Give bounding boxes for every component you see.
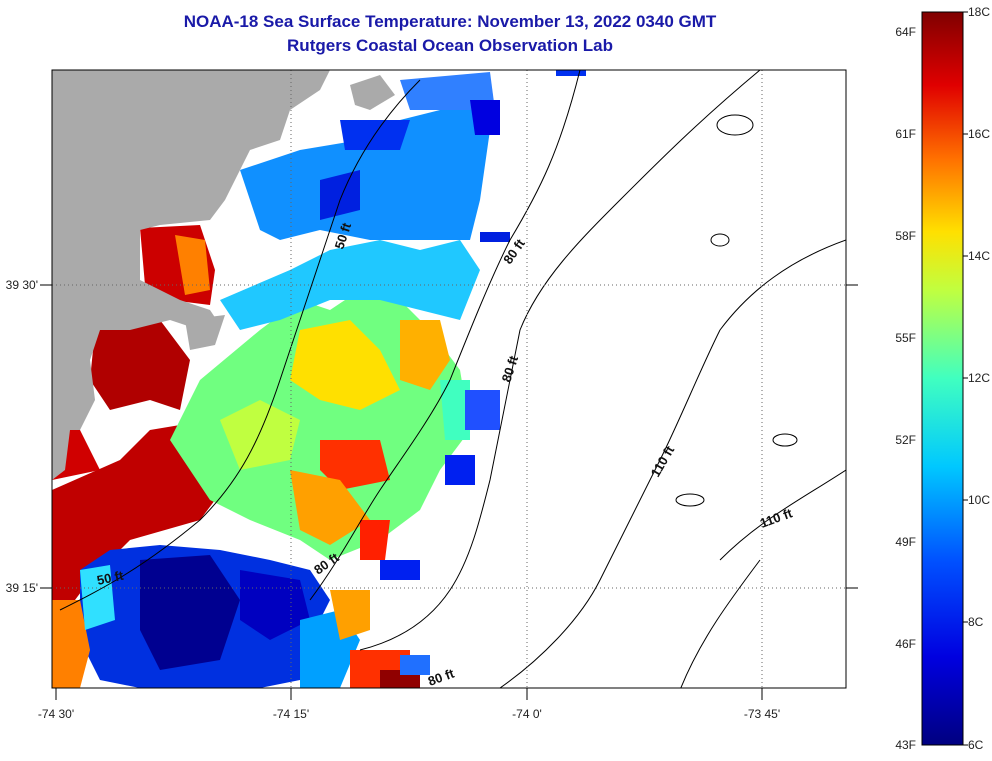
colorbar-c-label: 14C xyxy=(968,249,990,263)
graticule xyxy=(52,70,846,688)
colorbar-f-label: 61F xyxy=(895,127,916,141)
colorbar-f-label: 43F xyxy=(895,738,916,752)
colorbar xyxy=(921,11,964,746)
colorbar-c-label: 16C xyxy=(968,127,990,141)
colorbar-f-label: 58F xyxy=(895,229,916,243)
sst-field xyxy=(52,70,586,688)
map-frame xyxy=(51,69,847,689)
colorbar-f-label: 49F xyxy=(895,535,916,549)
colorbar-f-label: 64F xyxy=(895,25,916,39)
colorbar-c-label: 6C xyxy=(968,738,984,752)
colorbar-f-label: 55F xyxy=(895,331,916,345)
land-mask xyxy=(52,70,330,430)
colorbar-ticks xyxy=(963,11,968,746)
lon-tick-label: -74 15' xyxy=(273,707,309,721)
lat-tick-label: 39 30' xyxy=(6,278,38,292)
colorbar-c-label: 8C xyxy=(968,615,984,629)
colorbar-f-label: 52F xyxy=(895,433,916,447)
map-title: NOAA-18 Sea Surface Temperature: Novembe… xyxy=(183,12,717,31)
tick-marks xyxy=(40,284,858,700)
colorbar-c-label: 12C xyxy=(968,371,990,385)
colorbar-c-label: 10C xyxy=(968,493,990,507)
lon-tick-label: -74 30' xyxy=(38,707,74,721)
colorbar-c-label: 18C xyxy=(968,5,990,19)
lat-tick-label: 39 15' xyxy=(6,581,38,595)
map-subtitle: Rutgers Coastal Ocean Observation Lab xyxy=(287,36,613,55)
colorbar-f-label: 46F xyxy=(895,637,916,651)
lon-tick-label: -73 45' xyxy=(744,707,780,721)
contour-label: 50 ft xyxy=(96,568,126,588)
lon-tick-label: -74 0' xyxy=(512,707,542,721)
depth-contours xyxy=(59,70,846,688)
